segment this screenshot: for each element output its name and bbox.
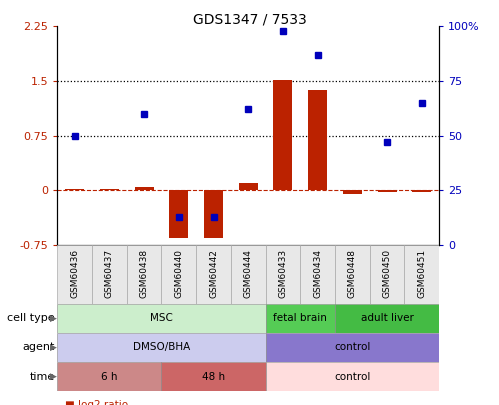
Bar bbox=[378, 190, 397, 192]
Text: ▶: ▶ bbox=[50, 343, 57, 352]
FancyBboxPatch shape bbox=[57, 245, 92, 304]
Bar bbox=[412, 190, 431, 192]
Text: GSM60434: GSM60434 bbox=[313, 249, 322, 298]
Bar bbox=[65, 189, 84, 190]
Text: GSM60442: GSM60442 bbox=[209, 249, 218, 298]
FancyBboxPatch shape bbox=[265, 245, 300, 304]
FancyBboxPatch shape bbox=[92, 245, 127, 304]
Text: cell type: cell type bbox=[7, 313, 55, 323]
FancyBboxPatch shape bbox=[265, 304, 335, 333]
Bar bbox=[308, 90, 327, 190]
Bar bbox=[273, 80, 292, 190]
FancyBboxPatch shape bbox=[57, 304, 265, 333]
FancyBboxPatch shape bbox=[335, 245, 370, 304]
Bar bbox=[239, 183, 258, 190]
FancyBboxPatch shape bbox=[57, 362, 162, 391]
Text: adult liver: adult liver bbox=[361, 313, 414, 323]
FancyBboxPatch shape bbox=[127, 245, 162, 304]
Text: GSM60438: GSM60438 bbox=[140, 249, 149, 298]
FancyBboxPatch shape bbox=[404, 245, 439, 304]
Bar bbox=[135, 187, 154, 190]
Text: GSM60440: GSM60440 bbox=[174, 249, 183, 298]
Text: GSM60451: GSM60451 bbox=[417, 249, 426, 298]
FancyBboxPatch shape bbox=[57, 333, 265, 362]
Text: DMSO/BHA: DMSO/BHA bbox=[133, 343, 190, 352]
FancyBboxPatch shape bbox=[335, 304, 439, 333]
Text: GSM60450: GSM60450 bbox=[383, 249, 392, 298]
Text: GSM60444: GSM60444 bbox=[244, 249, 253, 298]
FancyBboxPatch shape bbox=[196, 245, 231, 304]
Text: control: control bbox=[334, 343, 371, 352]
Bar bbox=[100, 189, 119, 190]
Text: GSM60436: GSM60436 bbox=[70, 249, 79, 298]
Bar bbox=[169, 190, 189, 238]
FancyBboxPatch shape bbox=[162, 245, 196, 304]
Text: MSC: MSC bbox=[150, 313, 173, 323]
FancyBboxPatch shape bbox=[265, 333, 439, 362]
Text: 48 h: 48 h bbox=[202, 372, 225, 382]
Bar bbox=[343, 190, 362, 194]
FancyBboxPatch shape bbox=[265, 362, 439, 391]
FancyBboxPatch shape bbox=[162, 362, 265, 391]
FancyBboxPatch shape bbox=[370, 245, 404, 304]
Text: control: control bbox=[334, 372, 371, 382]
Text: GDS1347 / 7533: GDS1347 / 7533 bbox=[193, 12, 306, 26]
Text: ▶: ▶ bbox=[50, 372, 57, 381]
Text: GSM60433: GSM60433 bbox=[278, 249, 287, 298]
Text: 6 h: 6 h bbox=[101, 372, 118, 382]
FancyBboxPatch shape bbox=[231, 245, 265, 304]
FancyBboxPatch shape bbox=[300, 245, 335, 304]
Text: ▶: ▶ bbox=[50, 314, 57, 323]
Text: ■ log2 ratio: ■ log2 ratio bbox=[65, 401, 128, 405]
Bar bbox=[204, 190, 223, 238]
Text: agent: agent bbox=[22, 343, 55, 352]
Text: time: time bbox=[29, 372, 55, 382]
Text: fetal brain: fetal brain bbox=[273, 313, 327, 323]
Text: GSM60437: GSM60437 bbox=[105, 249, 114, 298]
Text: GSM60448: GSM60448 bbox=[348, 249, 357, 298]
